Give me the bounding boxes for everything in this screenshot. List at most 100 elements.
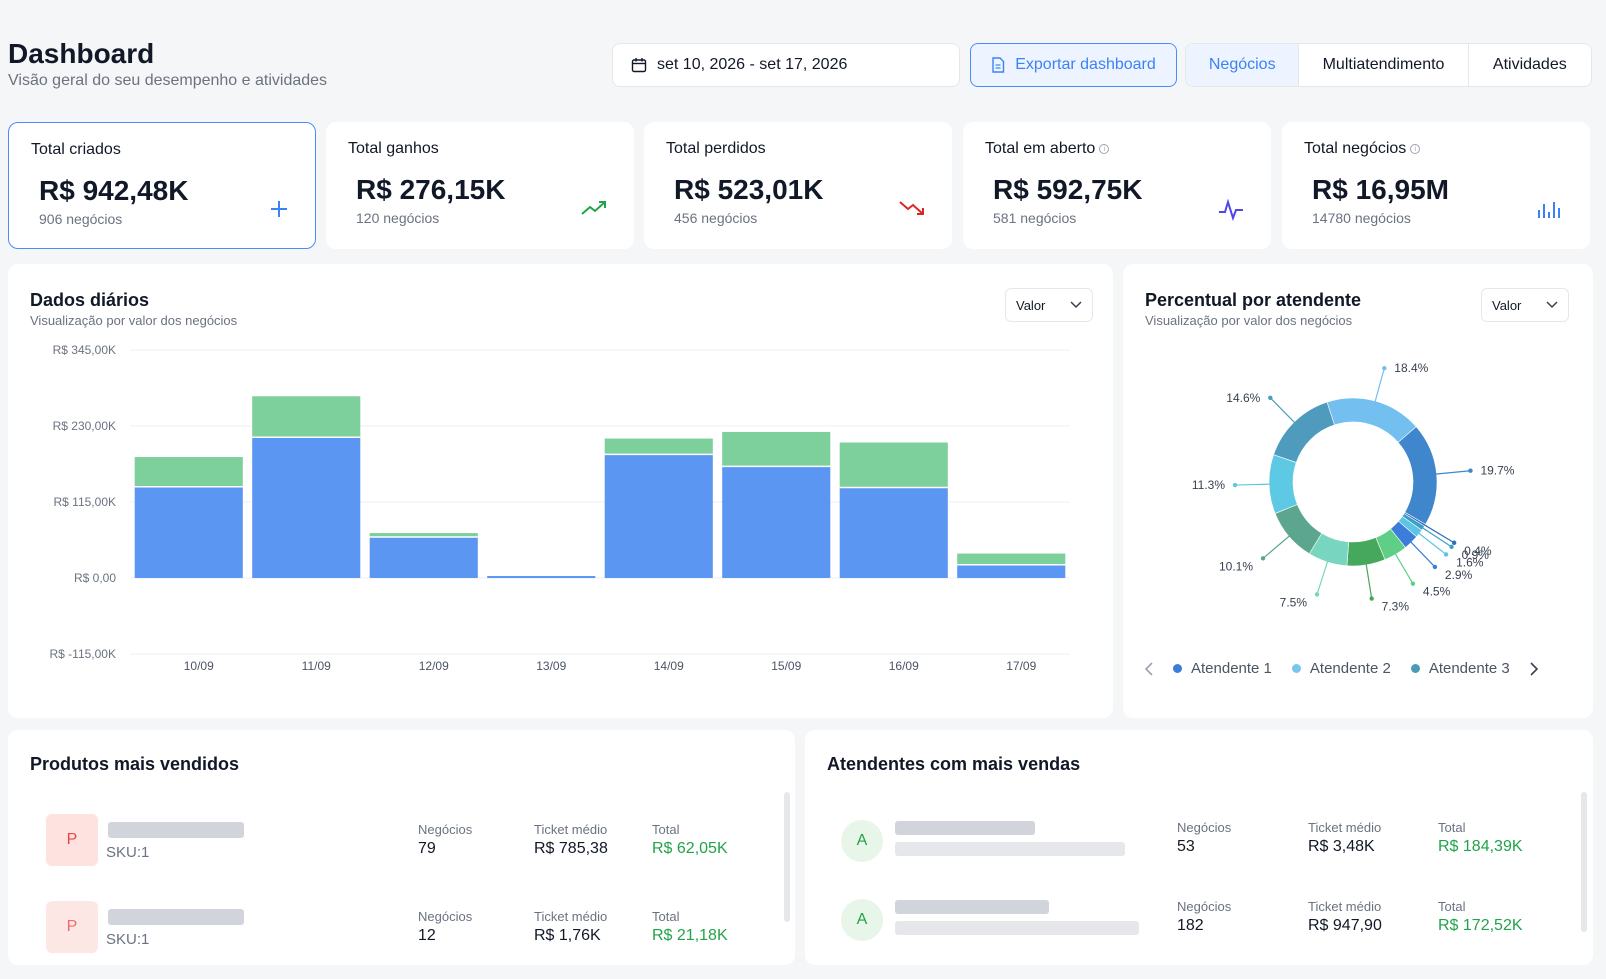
bar-segment[interactable] xyxy=(134,457,243,487)
x-tick-label: 13/09 xyxy=(536,659,566,673)
bar-segment[interactable] xyxy=(839,487,948,578)
product-avatar: P xyxy=(46,901,98,953)
legend-swatch xyxy=(1173,664,1182,673)
kpi-label-wrap: Total negócios i xyxy=(1304,140,1421,158)
bar-segment[interactable] xyxy=(252,396,361,438)
bar-segment[interactable] xyxy=(604,454,713,578)
bar-segment[interactable] xyxy=(134,486,243,578)
kpi-label: Total criados xyxy=(31,141,121,158)
metric-select[interactable]: Valor xyxy=(1005,288,1093,322)
chevron-left-icon[interactable] xyxy=(1143,661,1155,677)
list-item[interactable]: P SKU:1 Negócios 12 Ticket médio R$ 1,76… xyxy=(8,901,795,961)
activity-icon xyxy=(1219,198,1243,222)
slice-label: 18.4% xyxy=(1394,361,1428,375)
label-leader xyxy=(1408,539,1436,568)
kpi-value: R$ 276,15K xyxy=(356,174,506,205)
kpi-card-total-criados[interactable]: Total criados R$ 942,48K 906 negócios xyxy=(8,122,316,249)
label-leader xyxy=(1432,470,1471,475)
scrollbar[interactable] xyxy=(784,792,790,922)
kpi-label: Total em aberto xyxy=(985,140,1096,157)
deals-label: Negócios xyxy=(1177,899,1232,914)
tab-multiatendimento[interactable]: Multiatendimento xyxy=(1298,44,1467,86)
label-leader xyxy=(1419,525,1452,548)
product-sku: SKU:1 xyxy=(106,931,150,948)
total-value: R$ 62,05K xyxy=(652,840,728,857)
total-label: Total xyxy=(652,909,680,924)
x-tick-label: 15/09 xyxy=(771,659,801,673)
panel-title: Produtos mais vendidos xyxy=(30,754,240,774)
trending-up-icon xyxy=(581,201,606,215)
chevron-down-icon xyxy=(1070,301,1082,309)
slice-label: 7.3% xyxy=(1382,600,1410,614)
kpi-count: 14780 negócios xyxy=(1312,210,1411,226)
donut-slice[interactable] xyxy=(1326,397,1417,443)
bar-segment[interactable] xyxy=(957,553,1066,565)
attendant-percent-panel: Percentual por atendente Visualização po… xyxy=(1123,264,1593,718)
kpi-card-total-ganhos[interactable]: Total ganhos R$ 276,15K 120 negócios xyxy=(326,122,634,249)
label-dot xyxy=(1432,564,1438,570)
x-tick-label: 12/09 xyxy=(419,659,449,673)
trending-down-icon xyxy=(899,201,924,215)
export-dashboard-button[interactable]: Exportar dashboard xyxy=(970,43,1177,87)
bar-segment[interactable] xyxy=(839,442,948,488)
panel-subtitle: Visualização por valor dos negócios xyxy=(1145,313,1353,328)
slice-label: 14.6% xyxy=(1226,391,1260,405)
label-dot xyxy=(1451,540,1457,545)
panel-title: Atendentes com mais vendas xyxy=(827,754,1081,774)
product-avatar: P xyxy=(46,814,98,866)
info-icon[interactable]: i xyxy=(1099,143,1110,154)
label-dot xyxy=(1260,556,1266,561)
info-icon[interactable]: i xyxy=(1410,143,1421,154)
date-range-picker[interactable]: set 10, 2026 - set 17, 2026 xyxy=(612,43,960,87)
legend-label: Atendente 2 xyxy=(1309,660,1391,677)
bar-chart-icon xyxy=(1538,202,1560,218)
kpi-card-total-em-aberto[interactable]: Total em aberto i R$ 592,75K 581 negócios xyxy=(963,122,1271,249)
label-dot xyxy=(1468,468,1473,473)
bar-segment[interactable] xyxy=(369,533,478,538)
donut-slice[interactable] xyxy=(1397,426,1438,525)
bar-segment[interactable] xyxy=(722,431,831,467)
chevron-right-icon[interactable] xyxy=(1528,661,1540,677)
legend-item-atendente-2[interactable]: Atendente 2 xyxy=(1291,660,1391,677)
product-name-placeholder xyxy=(108,909,244,925)
ticket-label: Ticket médio xyxy=(534,822,608,837)
kpi-card-total-negocios[interactable]: Total negócios i R$ 16,95M 14780 negócios xyxy=(1282,122,1590,249)
deals-label: Negócios xyxy=(418,822,473,837)
x-tick-label: 14/09 xyxy=(654,659,684,673)
ticket-label: Ticket médio xyxy=(534,909,608,924)
attendant-email-placeholder xyxy=(895,921,1139,935)
metric-select[interactable]: Valor xyxy=(1481,288,1569,322)
metric-select-value: Valor xyxy=(1492,297,1522,313)
slice-label: 4.5% xyxy=(1423,585,1451,599)
donut-slice[interactable] xyxy=(1268,454,1298,514)
label-leader xyxy=(1393,550,1414,584)
list-item[interactable]: A Negócios 182 Ticket médio R$ 947,90 To… xyxy=(805,895,1593,955)
bar-segment[interactable] xyxy=(604,438,713,455)
panel-title: Dados diários xyxy=(30,290,150,310)
slice-label: 0.9% xyxy=(1462,548,1490,562)
slice-label: 2.9% xyxy=(1445,568,1473,582)
page-title: Dashboard xyxy=(8,38,155,69)
scrollbar[interactable] xyxy=(1581,792,1587,932)
legend-item-atendente-1[interactable]: Atendente 1 xyxy=(1173,660,1272,677)
label-leader xyxy=(1269,397,1298,426)
attendant-avatar: A xyxy=(841,820,883,862)
bar-segment[interactable] xyxy=(252,437,361,578)
legend-item-atendente-3[interactable]: Atendente 3 xyxy=(1410,660,1510,677)
tab-negocios[interactable]: Negócios xyxy=(1186,44,1299,86)
donut-slice[interactable] xyxy=(1273,401,1335,463)
ticket-value: R$ 1,76K xyxy=(534,927,601,944)
label-leader xyxy=(1316,558,1330,595)
bar-segment[interactable] xyxy=(487,576,596,578)
total-label: Total xyxy=(652,822,680,837)
tab-atividades[interactable]: Atividades xyxy=(1467,44,1591,86)
ticket-value: R$ 785,38 xyxy=(534,840,608,857)
list-item[interactable]: P SKU:1 Negócios 79 Ticket médio R$ 785,… xyxy=(8,814,795,874)
bar-segment[interactable] xyxy=(957,564,1066,578)
list-item[interactable]: A Negócios 53 Ticket médio R$ 3,48K Tota… xyxy=(805,816,1593,876)
label-dot xyxy=(1314,592,1320,597)
bar-segment[interactable] xyxy=(722,466,831,578)
bar-segment[interactable] xyxy=(369,537,478,578)
kpi-card-total-perdidos[interactable]: Total perdidos R$ 523,01K 456 negócios xyxy=(644,122,952,249)
label-leader xyxy=(1415,530,1447,555)
